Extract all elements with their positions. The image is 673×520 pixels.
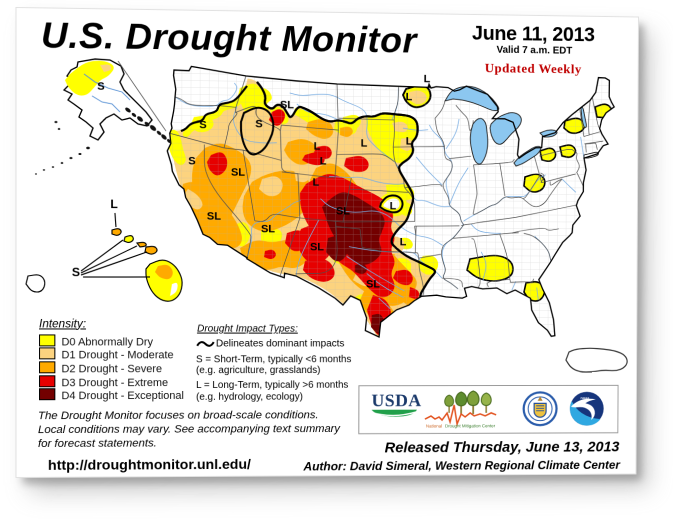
svg-text:L: L — [390, 201, 397, 213]
svg-text:SL: SL — [261, 224, 275, 236]
svg-text:L: L — [406, 136, 413, 148]
svg-text:Drought Mitigation Center: Drought Mitigation Center — [445, 424, 496, 429]
svg-text:USDA: USDA — [371, 391, 421, 410]
svg-text:SL: SL — [366, 279, 380, 291]
svg-text:L: L — [110, 197, 118, 211]
svg-text:noaa: noaa — [580, 396, 590, 401]
svg-text:S: S — [97, 81, 105, 93]
svg-text:SL: SL — [207, 211, 221, 223]
svg-text:S: S — [72, 265, 80, 279]
svg-text:SL: SL — [231, 167, 245, 179]
svg-text:S: S — [255, 119, 263, 131]
svg-text:L: L — [400, 237, 407, 249]
svg-text:L: L — [314, 141, 321, 153]
svg-text:S: S — [188, 156, 196, 168]
svg-text:L: L — [424, 74, 431, 86]
svg-text:SL: SL — [310, 242, 324, 254]
svg-text:National: National — [426, 424, 442, 429]
svg-text:L: L — [361, 138, 368, 150]
svg-text:L: L — [313, 177, 320, 189]
svg-text:L: L — [406, 92, 413, 104]
svg-text:SL: SL — [336, 206, 350, 218]
svg-text:S: S — [199, 120, 207, 132]
svg-text:L: L — [320, 156, 327, 168]
svg-text:SL: SL — [280, 100, 294, 112]
